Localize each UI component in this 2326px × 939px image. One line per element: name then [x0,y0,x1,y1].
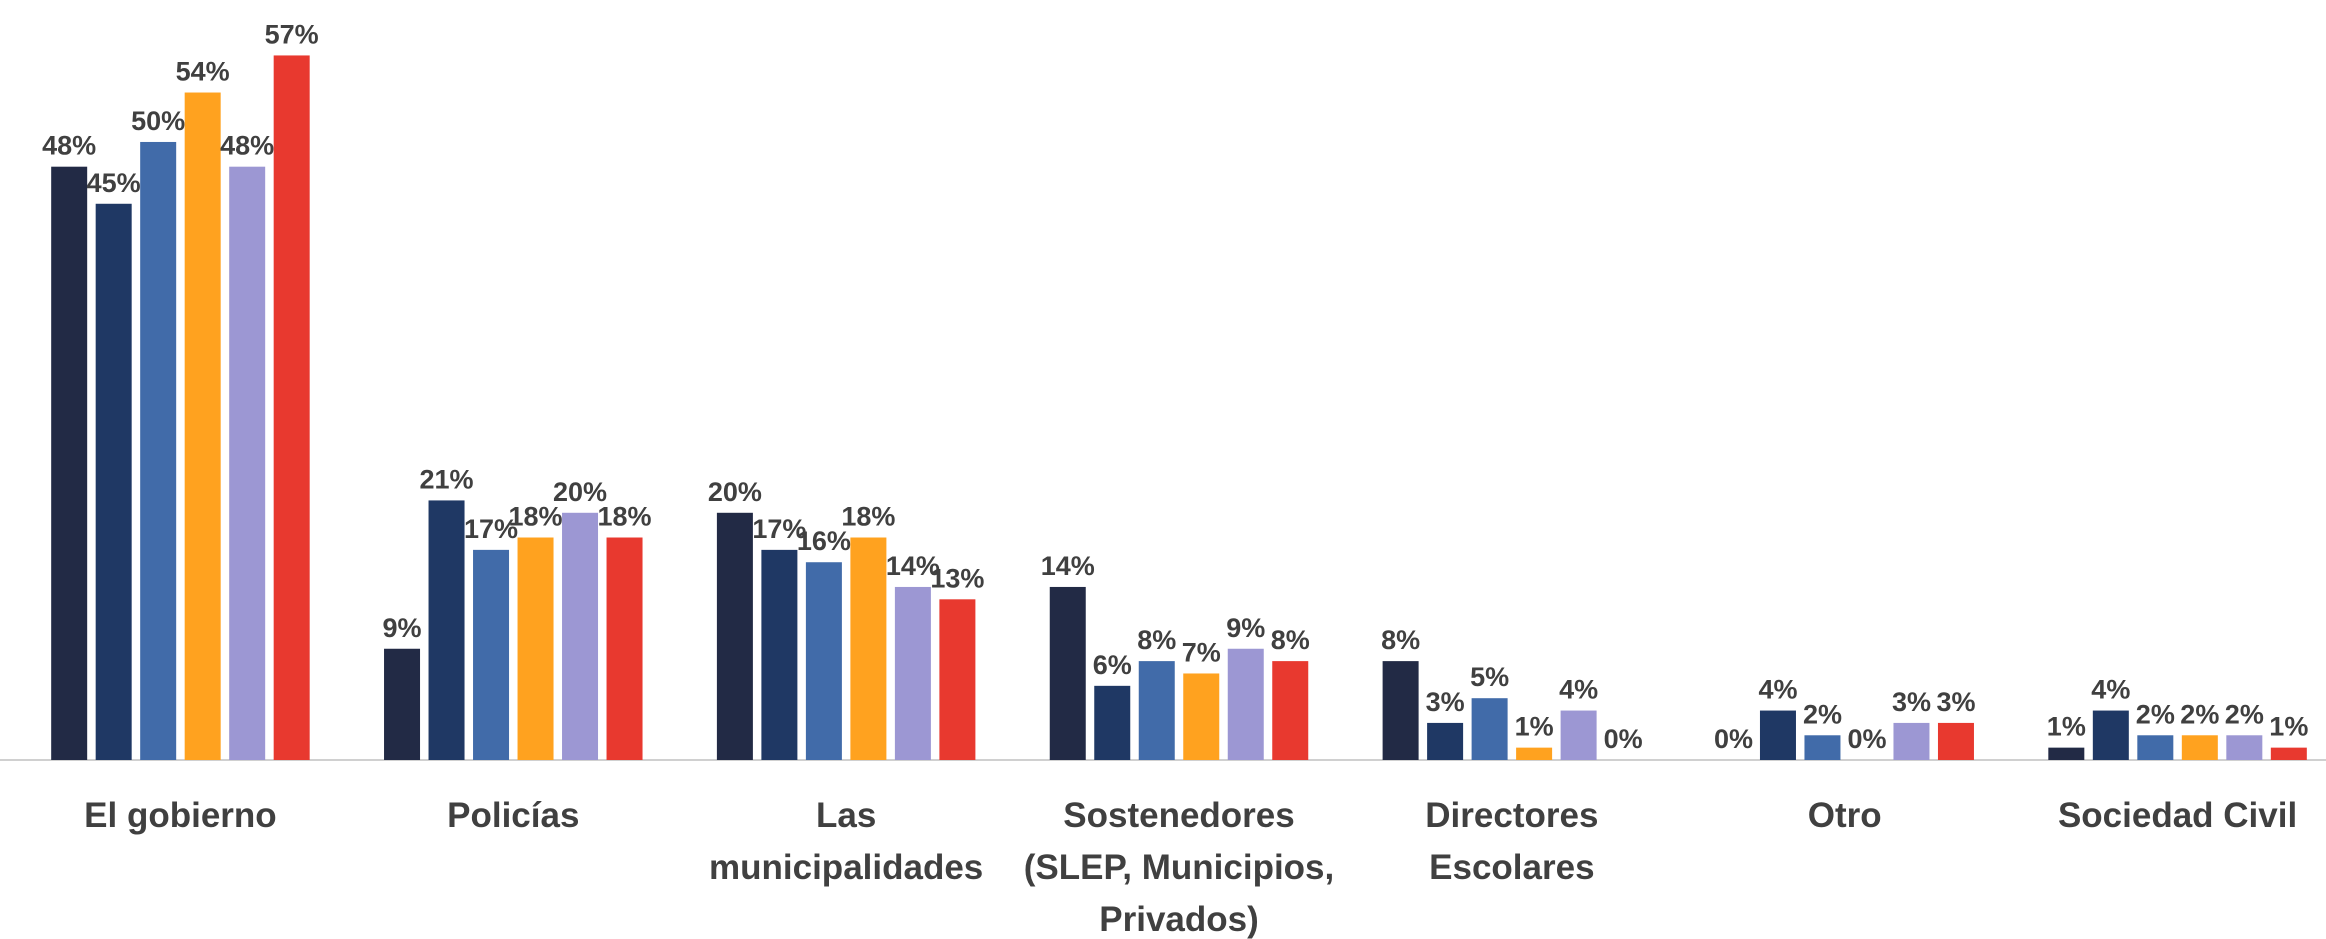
bar [95,203,132,760]
bar [2092,710,2129,760]
data-label: 3% [1936,687,1975,717]
data-label: 14% [886,551,940,581]
bar [606,537,643,760]
bar [1937,722,1974,760]
data-label: 8% [1271,625,1310,655]
bar [229,166,266,760]
bar [1471,698,1508,760]
data-label: 4% [1758,675,1797,705]
data-label: 8% [1137,625,1176,655]
data-label: 2% [2136,699,2175,729]
bar [1183,673,1220,760]
x-tick-label: Sociedad Civil [2058,796,2297,835]
data-label: 48% [42,131,96,161]
data-label: 1% [2269,712,2308,742]
bar [273,55,310,760]
data-label: 17% [752,514,806,544]
data-label: 14% [1041,551,1095,581]
x-tick-label: Policías [447,796,579,835]
bar [1382,661,1419,760]
data-label: 20% [553,477,607,507]
data-label: 0% [1847,724,1886,754]
bar [2048,747,2085,760]
data-label: 48% [220,131,274,161]
data-label: 54% [176,57,230,87]
data-label: 9% [383,613,422,643]
bar [1427,722,1464,760]
data-label: 57% [265,19,319,49]
bar [2226,735,2263,760]
data-label: 2% [2225,699,2264,729]
bar [850,537,887,760]
x-tick-label: Sostenedores (SLEP, Municipios, Privados) [1024,796,1335,939]
data-label: 1% [1515,712,1554,742]
data-label: 18% [841,502,895,532]
data-label: 7% [1182,637,1221,667]
data-label: 18% [509,502,563,532]
data-label: 4% [1559,675,1598,705]
x-tick-label: Las municipalidades [709,796,983,887]
bar [1804,735,1841,760]
bar [1759,710,1796,760]
bar [1227,648,1264,760]
data-label: 4% [2091,675,2130,705]
bar [184,92,221,760]
bar [428,500,465,760]
bar [1893,722,1930,760]
data-label: 8% [1381,625,1420,655]
data-label: 0% [1714,724,1753,754]
data-label: 20% [708,477,762,507]
data-label: 6% [1093,650,1132,680]
bar [1094,685,1131,760]
bar [2181,735,2218,760]
bar [716,512,753,760]
bar [1560,710,1597,760]
bar [517,537,554,760]
data-label: 17% [464,514,518,544]
bar [562,512,599,760]
bar [2137,735,2174,760]
bar [939,599,976,760]
x-tick-label: Directores Escolares [1425,796,1598,887]
bar [894,586,931,760]
data-label: 2% [1803,699,1842,729]
data-label: 18% [598,502,652,532]
data-label: 2% [2180,699,2219,729]
bar [384,648,421,760]
data-label: 9% [1226,613,1265,643]
data-label: 3% [1892,687,1931,717]
bar [761,549,798,760]
bar [1049,586,1086,760]
bar [1516,747,1553,760]
bar [473,549,510,760]
data-label: 3% [1426,687,1465,717]
bar [140,141,177,760]
data-label: 1% [2047,712,2086,742]
bar [1272,661,1309,760]
bar [805,562,842,760]
data-label: 50% [131,106,185,136]
bar [51,166,88,760]
bar [1138,661,1175,760]
data-label: 13% [930,563,984,593]
data-label: 21% [420,464,474,494]
data-label: 16% [797,526,851,556]
bar [2270,747,2307,760]
x-tick-label: El gobierno [84,796,277,835]
data-label: 0% [1604,724,1643,754]
data-label: 5% [1470,662,1509,692]
x-tick-label: Otro [1808,796,1882,835]
data-label: 45% [87,168,141,198]
